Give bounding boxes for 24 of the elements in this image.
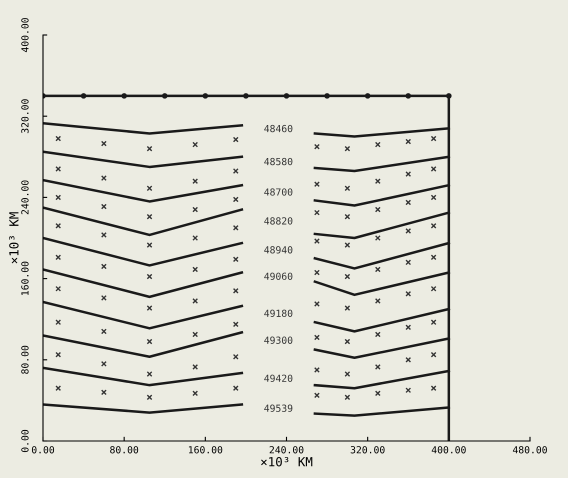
x-tick-label: 480.00: [512, 446, 547, 454]
y-tick-label: 320.00: [21, 99, 29, 134]
text: 48580: [264, 158, 292, 166]
x-tick-label: 400.00: [432, 446, 466, 454]
text: 49539: [264, 404, 292, 412]
x-tick-label: 80.00: [110, 446, 138, 454]
y-tick-label: 400.00: [21, 18, 29, 52]
x-tick-label: 0.00: [32, 446, 54, 454]
y-tick-label: 160.00: [21, 262, 29, 295]
text: 49300: [264, 336, 292, 344]
x-tick-label: 160.00: [188, 446, 222, 454]
text: 48700: [264, 188, 292, 196]
x-tick-label: 320.00: [350, 446, 385, 454]
y-axis-title: ×10³ KM: [9, 212, 19, 264]
y-tick-label: 80.00: [21, 346, 29, 374]
text: 49060: [264, 272, 292, 280]
text: 49420: [264, 374, 292, 382]
text: 49180: [264, 310, 292, 317]
text: 48820: [264, 217, 292, 225]
y-tick-label: 240.00: [21, 180, 29, 214]
text: 48940: [264, 246, 292, 254]
x-tick-label: 240.00: [270, 446, 304, 454]
x-axis-title: ×10³ KM: [261, 457, 312, 466]
text: 48460: [264, 124, 292, 132]
